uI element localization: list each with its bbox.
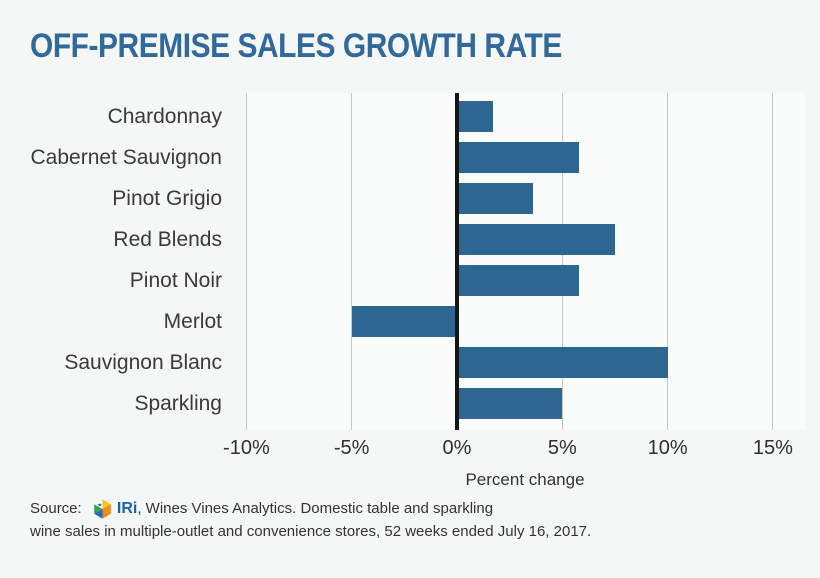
x-tick-label: 10%: [647, 437, 688, 459]
x-axis-label: Percent change: [465, 470, 585, 489]
x-tick-label: 5%: [547, 437, 577, 459]
bar: [459, 183, 533, 214]
source-line-2: wine sales in multiple-outlet and conven…: [30, 523, 592, 540]
category-label: Red Blends: [113, 228, 222, 251]
x-tick-label: -10%: [223, 437, 270, 459]
category-label: Cabernet Sauvignon: [30, 146, 222, 169]
bar: [351, 306, 455, 337]
category-labels: Chardonnay Cabernet Sauvignon Pinot Grigio…: [0, 93, 222, 430]
source-line-1: Source: IRi , Wines Vines Analytics. Dom…: [30, 497, 770, 520]
plot-area: [245, 93, 805, 430]
bar: [459, 224, 615, 255]
category-label: Pinot Noir: [129, 269, 222, 292]
category-label: Chardonnay: [107, 105, 222, 128]
category-label: Sparkling: [134, 392, 222, 415]
x-tick-label: 0%: [442, 437, 472, 459]
x-axis-ticks: -10% -5% 0% 5% 10% 15%: [223, 437, 805, 463]
source-prefix: Source:: [30, 500, 86, 517]
iri-brand-text: IRi: [116, 499, 138, 517]
x-tick-label: 15%: [752, 437, 793, 459]
zero-axis-line: [455, 93, 459, 430]
gridline: [351, 93, 353, 430]
bar: [459, 265, 580, 296]
gridline: [561, 93, 563, 430]
x-tick-label: -5%: [333, 437, 370, 459]
gridline: [245, 93, 247, 430]
bar: [459, 347, 668, 378]
gridline: [772, 93, 774, 430]
source-line1-text: , Wines Vines Analytics. Domestic table …: [137, 500, 494, 517]
bar: [459, 142, 580, 173]
source-note: Source: IRi , Wines Vines Analytics. Dom…: [30, 497, 770, 543]
category-label: Merlot: [163, 310, 222, 333]
bar: [459, 101, 493, 132]
category-label: Pinot Grigio: [112, 187, 222, 210]
gridline: [667, 93, 669, 430]
category-label: Sauvignon Blanc: [64, 351, 222, 374]
chart-title: OFF-PREMISE SALES GROWTH RATE: [30, 27, 562, 65]
iri-logo-icon: [93, 498, 111, 519]
bar: [459, 388, 563, 419]
